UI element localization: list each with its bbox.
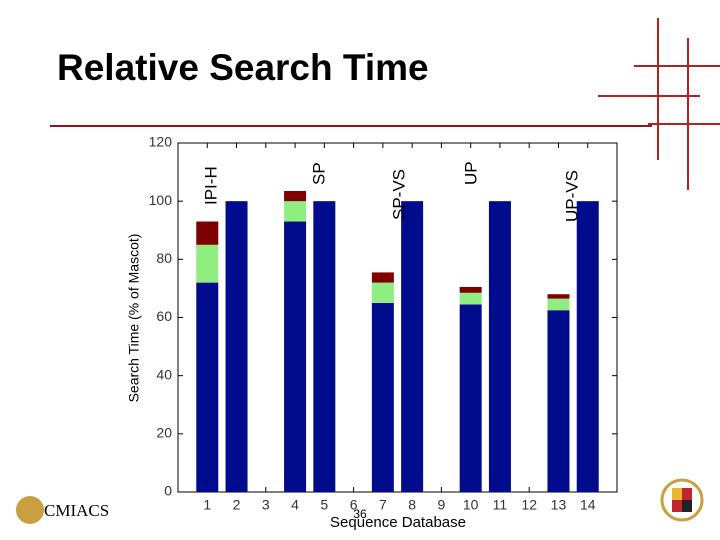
- x-tick-label: 9: [438, 497, 446, 513]
- x-tick-label: 13: [551, 497, 567, 513]
- x-tick-label: 4: [291, 497, 299, 513]
- x-tick-label: 1: [203, 497, 211, 513]
- bar-annotation: UP-VS: [562, 170, 581, 222]
- bar-annotation: UP: [461, 161, 480, 185]
- bar-segment: [284, 201, 307, 222]
- bar-annotation: IPI-H: [201, 166, 220, 205]
- bar-segment: [196, 221, 219, 245]
- y-tick-label: 0: [164, 483, 172, 499]
- bar-annotation: SP: [309, 162, 328, 185]
- x-tick-label: 8: [408, 497, 416, 513]
- bar-segment: [459, 286, 482, 293]
- y-tick-label: 60: [156, 308, 172, 324]
- x-tick-label: 10: [463, 497, 479, 513]
- bar-segment: [488, 201, 511, 492]
- x-tick-label: 11: [493, 497, 508, 513]
- bar-segment: [547, 298, 570, 311]
- logo-text: CMIACS: [44, 501, 109, 520]
- bar-segment: [401, 201, 424, 492]
- x-tick-label: 3: [262, 497, 270, 513]
- logo-mark: [16, 496, 44, 524]
- bar-segment: [225, 201, 248, 492]
- bar-segment: [196, 282, 219, 492]
- y-tick-label: 20: [156, 425, 172, 441]
- y-tick-label: 80: [156, 250, 172, 266]
- y-tick-label: 100: [149, 192, 173, 208]
- bar-segment: [576, 201, 599, 492]
- y-tick-label: 40: [156, 366, 172, 382]
- y-tick-label: 120: [149, 134, 173, 150]
- bar-segment: [371, 282, 394, 303]
- decoration: [598, 18, 720, 190]
- bar-segment: [547, 294, 570, 299]
- x-axis-label: Sequence Database: [330, 514, 466, 531]
- bar-segment: [371, 272, 394, 283]
- x-tick-label: 7: [379, 497, 387, 513]
- bar-annotation: SP-VS: [389, 169, 408, 220]
- logo-right: [660, 478, 704, 522]
- bar-segment: [459, 304, 482, 492]
- x-tick-label: 12: [521, 497, 537, 513]
- x-tick-label: 14: [580, 497, 596, 513]
- y-axis-label: Search Time (% of Mascot): [126, 234, 142, 403]
- logo-left: CMIACS: [16, 496, 109, 524]
- page-number: 36: [353, 507, 367, 521]
- x-tick-label: 2: [233, 497, 241, 513]
- bar-segment: [459, 292, 482, 305]
- x-tick-label: 5: [320, 497, 328, 513]
- bar-segment: [313, 201, 336, 492]
- x-tick-label: 6: [350, 497, 358, 513]
- slide-title: Relative Search Time: [57, 47, 429, 88]
- bar-segment: [196, 244, 219, 283]
- bar-segment: [371, 302, 394, 492]
- bar-segment: [284, 221, 307, 492]
- bar-segment: [284, 190, 307, 202]
- bar-segment: [547, 310, 570, 492]
